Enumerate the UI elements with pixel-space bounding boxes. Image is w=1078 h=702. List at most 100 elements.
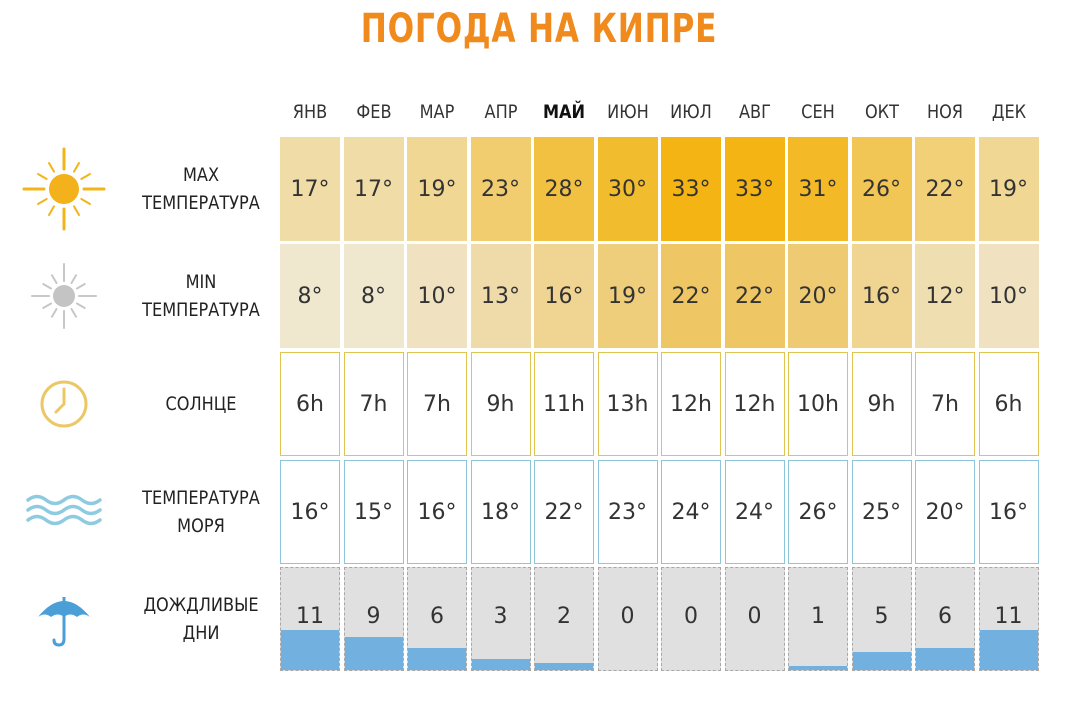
- month-label: ОКТ: [864, 101, 899, 123]
- cell-value: 18°: [481, 499, 520, 525]
- cell-value: 10°: [989, 283, 1028, 309]
- cell-sea: 26°: [788, 460, 848, 564]
- cell-rain: 5: [851, 567, 912, 671]
- cell-value: 8°: [361, 283, 386, 309]
- sun-icon: [22, 147, 106, 235]
- cell-value: 30°: [608, 176, 647, 202]
- cell-value: 16°: [544, 283, 584, 309]
- cell-value: 16°: [290, 499, 330, 525]
- cell-sea: 20°: [915, 460, 975, 564]
- cell-value: 22°: [671, 283, 711, 309]
- month-label: АВГ: [738, 101, 771, 123]
- cell-value: 17°: [290, 176, 330, 202]
- cell-value: 6: [938, 604, 952, 629]
- cell-value: 26°: [862, 176, 901, 202]
- cell-value: 2: [557, 604, 571, 629]
- row-label-line: МОРЯ: [177, 515, 225, 537]
- row-label-line: ДОЖДЛИВЫЕ: [143, 594, 259, 616]
- row-label-sun: СОЛНЦЕ: [132, 390, 270, 418]
- cell-value: 17°: [354, 176, 393, 202]
- cell-value: 13°: [481, 283, 520, 309]
- cell-max: 31°: [788, 137, 848, 241]
- cell-sun: 6h: [978, 352, 1039, 456]
- cell-min: 22°: [661, 244, 721, 348]
- cell-sea: 22°: [534, 460, 594, 564]
- cell-value: 7h: [423, 391, 451, 417]
- grey-sun-icon: [22, 254, 106, 342]
- cell-max: 30°: [597, 137, 658, 241]
- cell-value: 20°: [798, 283, 838, 309]
- rain-bar: [535, 663, 593, 670]
- cell-sea: 16°: [407, 460, 467, 564]
- waves-icon: [22, 470, 106, 558]
- cell-rain: 0: [661, 567, 721, 671]
- rain-bar: [471, 659, 530, 670]
- cell-value: 10h: [797, 391, 839, 417]
- cell-value: 26°: [798, 499, 838, 525]
- rain-bar: [408, 648, 466, 670]
- cell-value: 22°: [735, 283, 774, 309]
- cell-max: 19°: [978, 137, 1039, 241]
- cell-value: 6h: [994, 391, 1023, 417]
- rain-bar: [979, 630, 1038, 670]
- rain-bar: [344, 637, 403, 670]
- cell-value: 12h: [670, 391, 712, 417]
- cell-value: 10°: [417, 283, 457, 309]
- clock-icon: [22, 362, 106, 450]
- cell-max: 19°: [407, 137, 467, 241]
- cell-value: 19°: [608, 283, 647, 309]
- cell-value: 24°: [735, 499, 774, 525]
- cell-sun: 9h: [470, 352, 531, 456]
- cell-value: 9: [366, 604, 381, 629]
- cell-value: 15°: [354, 499, 393, 525]
- cell-max: 33°: [661, 137, 721, 241]
- cell-max: 33°: [724, 137, 785, 241]
- umbrella-icon: [22, 577, 106, 665]
- cell-rain: 6: [915, 567, 975, 671]
- rain-bar: [916, 648, 974, 670]
- cell-value: 28°: [544, 176, 584, 202]
- row-label-line: СОЛНЦЕ: [165, 393, 237, 415]
- cell-min: 20°: [788, 244, 848, 348]
- cell-value: 16°: [862, 283, 901, 309]
- cell-sun: 7h: [915, 352, 975, 456]
- month-label: ИЮН: [606, 101, 649, 123]
- cell-sun: 7h: [407, 352, 467, 456]
- row-label-line: MIN: [185, 271, 217, 293]
- cell-value: 11: [994, 604, 1023, 629]
- cell-min: 10°: [978, 244, 1039, 348]
- cell-value: 31°: [798, 176, 838, 202]
- cell-value: 9h: [867, 391, 896, 417]
- cell-value: 7h: [359, 391, 388, 417]
- cell-min: 19°: [597, 244, 658, 348]
- cell-sun: 9h: [851, 352, 912, 456]
- cell-sun: 12h: [724, 352, 785, 456]
- cell-value: 24°: [671, 499, 711, 525]
- cell-sun: 10h: [788, 352, 848, 456]
- cell-sea: 15°: [343, 460, 404, 564]
- month-label: НОЯ: [926, 101, 964, 123]
- cell-min: 12°: [915, 244, 975, 348]
- month-label: ФЕВ: [355, 101, 392, 123]
- cell-rain: 9: [343, 567, 404, 671]
- cell-min: 16°: [851, 244, 912, 348]
- cell-value: 23°: [608, 499, 647, 525]
- cell-rain: 3: [470, 567, 531, 671]
- cell-rain: 0: [597, 567, 658, 671]
- cell-sea: 24°: [661, 460, 721, 564]
- cell-min: 8°: [280, 244, 340, 348]
- cell-sea: 16°: [280, 460, 340, 564]
- cell-min: 10°: [407, 244, 467, 348]
- cell-sea: 25°: [851, 460, 912, 564]
- cell-value: 6h: [296, 391, 324, 417]
- cell-min: 13°: [470, 244, 531, 348]
- cell-value: 7h: [931, 391, 959, 417]
- cell-max: 23°: [470, 137, 531, 241]
- row-label-rain: ДОЖДЛИВЫЕ ДНИ: [132, 591, 270, 647]
- cell-sun: 11h: [534, 352, 594, 456]
- cell-rain: 0: [724, 567, 785, 671]
- row-label-line: ДНИ: [182, 622, 220, 644]
- cell-value: 6: [430, 604, 444, 629]
- cell-min: 16°: [534, 244, 594, 348]
- rain-bar: [789, 666, 847, 670]
